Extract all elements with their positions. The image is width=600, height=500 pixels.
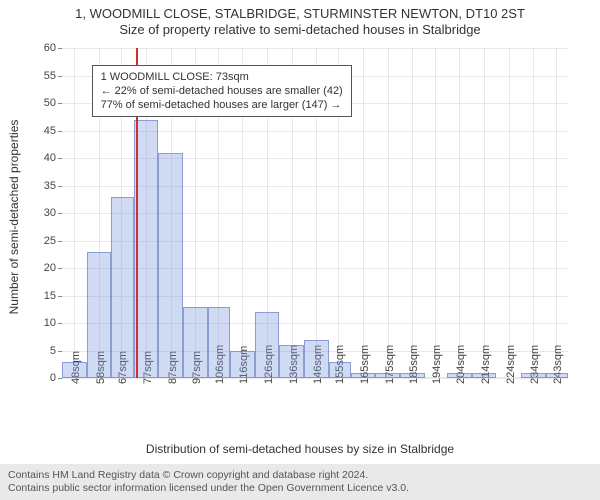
y-tick-label: 10 [44,317,62,329]
x-tick-label: 243sqm [552,345,564,384]
histogram-bar [87,252,112,379]
histogram-bar [158,153,183,379]
x-tick-label: 175sqm [384,345,396,384]
x-tick-label: 204sqm [455,345,467,384]
footer-attribution: Contains HM Land Registry data © Crown c… [0,464,600,500]
gridline-vertical [484,48,485,378]
histogram-bar [62,362,87,379]
histogram-bar [279,345,304,378]
y-axis-label: Number of semi-detached properties [7,120,21,315]
gridline-vertical [74,48,75,378]
x-tick-label: 224sqm [505,345,517,384]
y-tick-label: 30 [44,207,62,219]
annotation-line-3: 77% of semi-detached houses are larger (… [101,98,343,112]
histogram-bar [304,340,329,379]
histogram-bar [208,307,230,379]
histogram-bar [111,197,133,379]
y-tick-label: 55 [44,70,62,82]
title-line-1: 1, WOODMILL CLOSE, STALBRIDGE, STURMINST… [0,6,600,22]
y-tick-label: 15 [44,290,62,302]
y-tick-label: 40 [44,152,62,164]
x-axis-label: Distribution of semi-detached houses by … [0,442,600,456]
histogram-chart: 05101520253035404550556048sqm58sqm67sqm7… [62,48,568,378]
histogram-bar [375,373,400,379]
footer-line-2: Contains public sector information licen… [8,482,592,495]
gridline-vertical [363,48,364,378]
x-tick-label: 185sqm [408,345,420,384]
annotation-line-1: 1 WOODMILL CLOSE: 73sqm [101,70,343,84]
gridline-vertical [388,48,389,378]
x-tick-label: 234sqm [529,345,541,384]
y-tick-label: 50 [44,97,62,109]
y-tick-label: 25 [44,235,62,247]
histogram-bar [447,373,472,379]
gridline-vertical [556,48,557,378]
histogram-bar [255,312,280,378]
histogram-bar [546,373,568,379]
y-tick-label: 20 [44,262,62,274]
footer-line-1: Contains HM Land Registry data © Crown c… [8,469,592,482]
histogram-bar [521,373,546,379]
y-tick-label: 5 [50,345,62,357]
plot-area: 05101520253035404550556048sqm58sqm67sqm7… [62,48,568,378]
gridline-vertical [459,48,460,378]
histogram-bar [183,307,208,379]
histogram-bar [472,373,497,379]
gridline-vertical [435,48,436,378]
chart-title-block: 1, WOODMILL CLOSE, STALBRIDGE, STURMINST… [0,0,600,39]
histogram-bar [400,373,425,379]
annotation-box: 1 WOODMILL CLOSE: 73sqm← 22% of semi-det… [92,65,352,118]
x-tick-label: 165sqm [359,345,371,384]
y-tick-label: 45 [44,125,62,137]
annotation-line-2: ← 22% of semi-detached houses are smalle… [101,84,343,98]
histogram-bar [351,373,376,379]
histogram-bar [329,362,351,379]
y-tick-label: 35 [44,180,62,192]
x-tick-label: 214sqm [480,345,492,384]
gridline-vertical [412,48,413,378]
histogram-bar [230,351,255,379]
gridline-vertical [509,48,510,378]
y-tick-label: 60 [44,42,62,54]
x-tick-label: 194sqm [431,345,443,384]
title-line-2: Size of property relative to semi-detach… [0,22,600,38]
gridline-vertical [533,48,534,378]
y-tick-label: 0 [50,372,62,384]
